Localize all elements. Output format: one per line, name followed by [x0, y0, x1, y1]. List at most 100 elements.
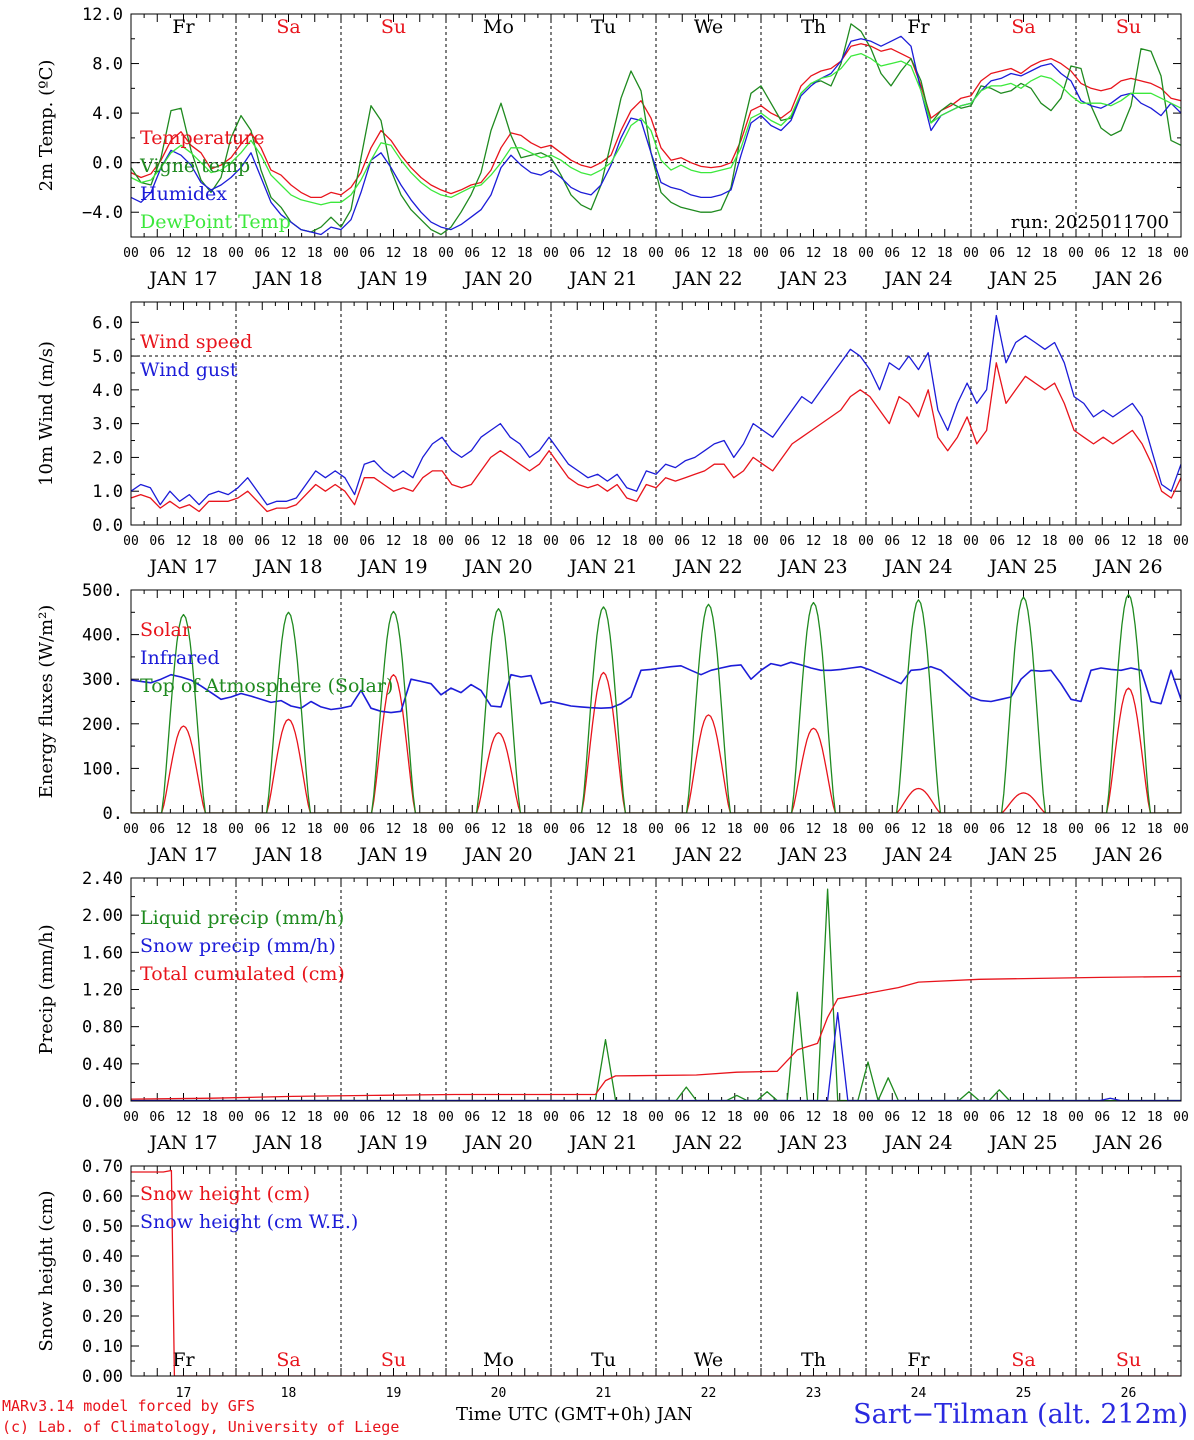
legend-entry: Top of Atmosphere (Solar)	[140, 675, 393, 697]
hour-tick-label: 00	[333, 534, 349, 549]
hour-tick-label: 12	[911, 1110, 927, 1125]
date-label: JAN 25	[987, 268, 1057, 290]
legend-entry: Snow height (cm)	[140, 1183, 310, 1205]
date-label: JAN 24	[882, 844, 952, 866]
hour-tick-label: 12	[1016, 1110, 1032, 1125]
hour-tick-label: 12	[701, 246, 717, 261]
hour-tick-label: 12	[281, 246, 297, 261]
y-tick-label: 0.60	[82, 1187, 123, 1207]
plot-frame	[130, 877, 1182, 1102]
run-annotation: run: 2025011700	[1011, 212, 1169, 233]
hour-tick-label: 18	[307, 534, 323, 549]
hour-tick-label: 18	[727, 534, 743, 549]
hour-tick-label: 06	[989, 822, 1005, 837]
hour-tick-label: 18	[1147, 822, 1163, 837]
date-label: JAN 17	[147, 844, 217, 866]
hour-tick-label: 00	[753, 822, 769, 837]
series-line-2	[131, 1012, 1181, 1101]
date-label: JAN 26	[1092, 844, 1162, 866]
hour-tick-label: 06	[1094, 1110, 1110, 1125]
hour-tick-label: 06	[884, 822, 900, 837]
day-number-label: 26	[1121, 1386, 1137, 1401]
hour-tick-label: 06	[254, 246, 270, 261]
hour-tick-label: 00	[228, 822, 244, 837]
hour-tick-label: 12	[491, 1110, 507, 1125]
hour-tick-label: 00	[228, 1110, 244, 1125]
date-label: JAN 24	[882, 1132, 952, 1154]
series-line-3	[131, 35, 1181, 236]
date-label: JAN 22	[672, 556, 742, 578]
date-label: JAN 23	[777, 844, 847, 866]
series-group	[131, 314, 1181, 513]
date-label: JAN 19	[357, 268, 427, 290]
hour-tick-label: 06	[884, 534, 900, 549]
hour-tick-label: 06	[569, 1110, 585, 1125]
y-tick-label: 0.40	[82, 1247, 123, 1267]
date-label: JAN 24	[882, 268, 952, 290]
hour-tick-label: 18	[202, 822, 218, 837]
y-tick-label: 1.20	[82, 981, 123, 1001]
x-axis-label: Time UTC (GMT+0h) JAN	[456, 1404, 693, 1425]
hour-tick-label: 06	[569, 822, 585, 837]
series-line-1	[131, 1169, 1181, 1376]
hour-tick-label: 18	[307, 822, 323, 837]
date-label: JAN 24	[882, 556, 952, 578]
hour-tick-label: 00	[438, 1110, 454, 1125]
hour-tick-label: 12	[806, 246, 822, 261]
hour-tick-label: 06	[569, 246, 585, 261]
date-label: JAN 25	[987, 844, 1057, 866]
y-tick-label: 6.0	[92, 313, 123, 333]
y-axis-label: Energy fluxes (W/m²)	[36, 605, 57, 799]
hour-tick-label: 06	[779, 534, 795, 549]
plot-frame	[130, 13, 1182, 238]
hour-tick-label: 06	[1094, 246, 1110, 261]
y-tick-label: 2.40	[82, 869, 123, 889]
hour-tick-label: 00	[963, 822, 979, 837]
hour-tick-label: 00	[1068, 534, 1084, 549]
hour-tick-label: 12	[911, 534, 927, 549]
hour-tick-label: 06	[464, 822, 480, 837]
hour-tick-label: 12	[1016, 534, 1032, 549]
date-label: JAN 17	[147, 556, 217, 578]
hour-tick-label: 06	[254, 1110, 270, 1125]
legend-entry: Solar	[140, 619, 192, 641]
hour-tick-label: 18	[832, 246, 848, 261]
y-tick-label: 2.00	[82, 906, 123, 926]
hour-tick-label: 06	[149, 1110, 165, 1125]
day-abbr-label: Su	[1116, 16, 1141, 38]
y-axis-label: 10m Wind (m/s)	[36, 341, 57, 486]
date-label: JAN 21	[567, 844, 637, 866]
hour-tick-label: 18	[937, 534, 953, 549]
legend-entry: Humidex	[140, 183, 227, 205]
y-axis-label: Precip (mm/h)	[36, 924, 57, 1054]
hour-tick-label: 18	[832, 822, 848, 837]
hour-tick-label: 18	[727, 822, 743, 837]
hour-tick-label: 06	[1094, 822, 1110, 837]
y-tick-label: 200.	[82, 715, 123, 735]
panel-2: 0.0 1.0 2.0 3.0 4.0 5.0 6.0 10m Wind (m/s) 00 06 1…	[36, 301, 1189, 578]
panel-5: 0.00 0.10 0.20 0.30 0.40 0.50 0.60 0.70 Snow hei…	[36, 1157, 1182, 1401]
hour-tick-label: 12	[491, 246, 507, 261]
date-label: JAN 19	[357, 844, 427, 866]
date-label: JAN 17	[147, 268, 217, 290]
hour-tick-label: 18	[1042, 822, 1058, 837]
hour-tick-label: 06	[149, 534, 165, 549]
hour-tick-label: 06	[149, 246, 165, 261]
hour-tick-label: 06	[464, 246, 480, 261]
lab-credit: (c) Lab. of Climatology, University of L…	[2, 1418, 400, 1436]
hour-tick-label: 00	[753, 246, 769, 261]
y-tick-label: 0.	[103, 804, 123, 824]
hour-tick-label: 18	[622, 1110, 638, 1125]
date-label: JAN 19	[357, 1132, 427, 1154]
hour-tick-label: 12	[176, 246, 192, 261]
series-group	[131, 23, 1181, 236]
plot-frame	[130, 1165, 1182, 1377]
hour-tick-label: 12	[386, 534, 402, 549]
y-tick-label: 8.0	[92, 55, 123, 75]
day-abbr-label: Fr	[907, 1349, 930, 1371]
hour-tick-label: 18	[517, 1110, 533, 1125]
panel-3: 0. 100. 200. 300. 400. 500. Energy fluxes (W/m…	[36, 581, 1189, 866]
day-number-label: 22	[701, 1386, 717, 1401]
hour-tick-label: 06	[464, 534, 480, 549]
day-abbr-label: Su	[381, 16, 406, 38]
